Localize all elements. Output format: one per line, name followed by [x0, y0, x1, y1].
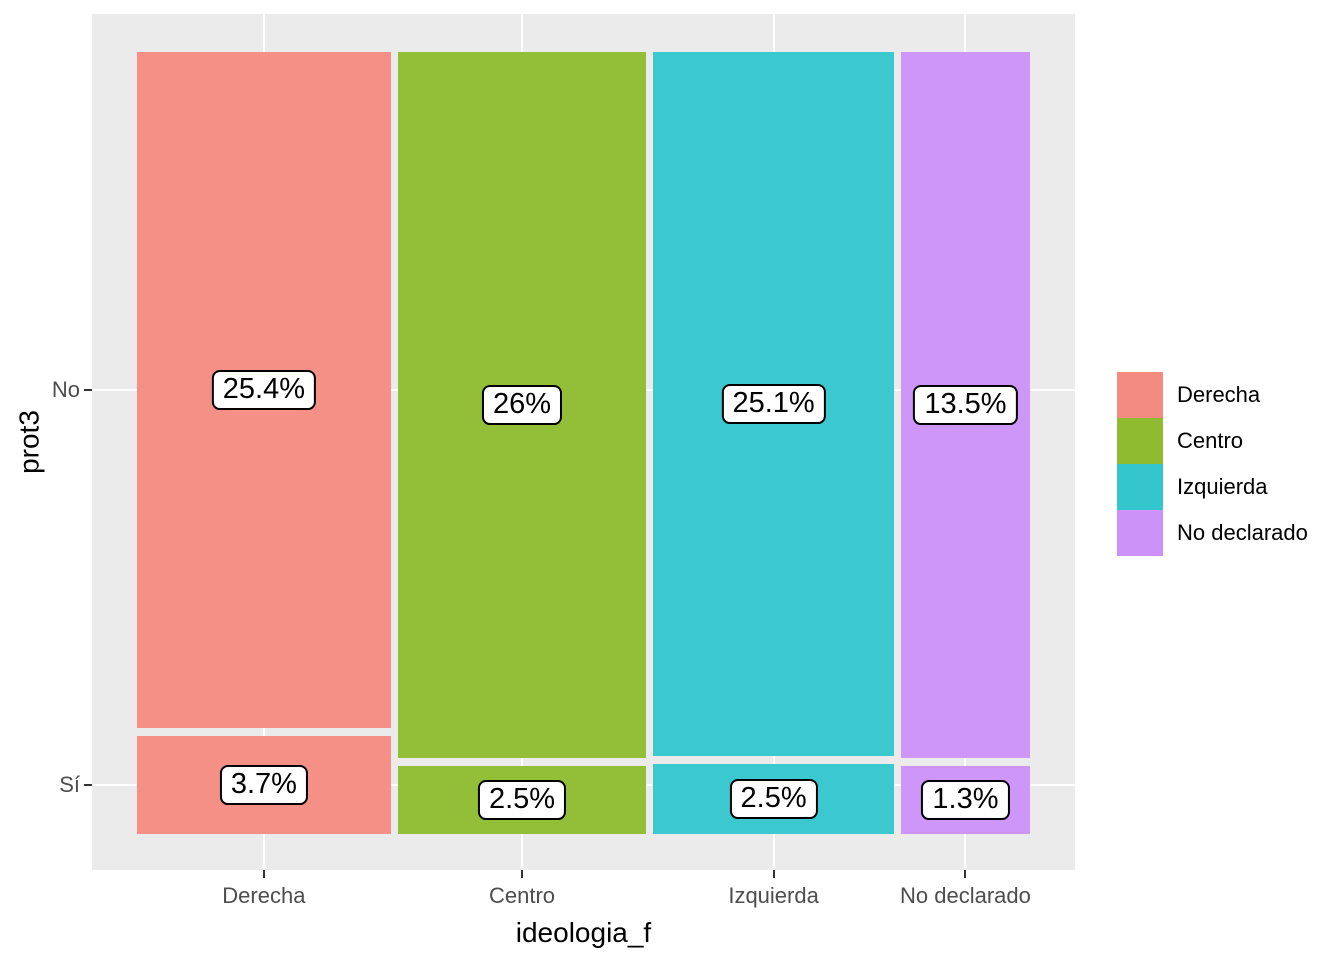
x-axis-title: ideologia_f — [515, 917, 652, 948]
cell-label-no-declarado-no: 13.5% — [913, 385, 1018, 425]
legend-label-centro: Centro — [1177, 427, 1244, 453]
plot-panel: 25.4% 3.7% 26% 2.5% 25.1% 2.5% 13.5% 1.3% — [92, 14, 1075, 870]
legend-swatch-no-declarado — [1117, 510, 1163, 556]
x-tick-mark — [521, 870, 523, 878]
cell-label-izquierda-no: 25.1% — [721, 383, 826, 424]
y-tick-label-si: Sí — [59, 771, 80, 797]
x-tick-label-no-declarado: No declarado — [900, 883, 1031, 908]
legend-label-derecha: Derecha — [1177, 381, 1261, 407]
y-tick-mark — [84, 388, 92, 391]
y-tick-label-no: No — [51, 376, 80, 402]
legend-swatch-derecha — [1117, 372, 1163, 418]
cell-label-derecha-si: 3.7% — [219, 764, 308, 805]
legend-swatch-centro — [1117, 418, 1163, 464]
cell-label-centro-no: 26% — [481, 385, 563, 425]
x-tick-label-derecha: Derecha — [222, 883, 306, 908]
legend-label-no-declarado: No declarado — [1177, 519, 1308, 545]
y-axis-title: prot3 — [13, 410, 45, 474]
x-tick-mark — [772, 870, 775, 878]
cell-label-no-declarado-si: 1.3% — [921, 780, 1010, 820]
cell-label-izquierda-si: 2.5% — [729, 778, 818, 819]
x-tick-label-centro: Centro — [488, 883, 556, 908]
legend-label-izquierda: Izquierda — [1177, 473, 1268, 499]
x-tick-mark — [964, 870, 967, 878]
cell-label-derecha-no: 25.4% — [211, 369, 316, 410]
x-tick-label-izquierda: Izquierda — [728, 883, 819, 908]
legend-swatch-izquierda — [1117, 464, 1163, 510]
y-tick-mark — [84, 783, 92, 786]
cell-label-centro-si: 2.5% — [477, 780, 567, 820]
x-tick-mark — [262, 870, 265, 878]
